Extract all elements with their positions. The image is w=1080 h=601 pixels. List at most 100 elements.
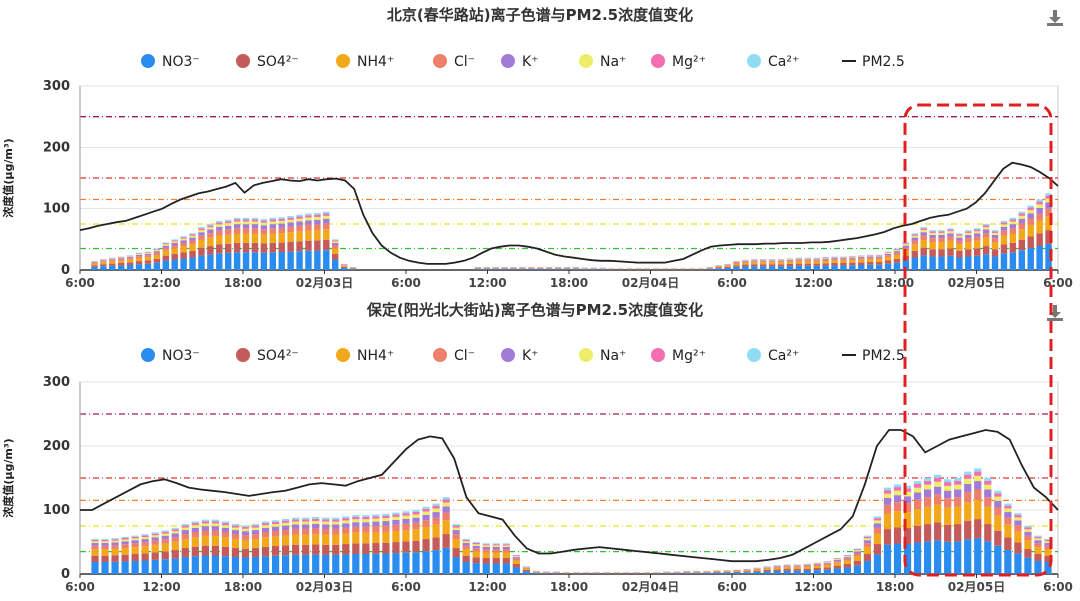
bar-stack[interactable] <box>822 257 829 270</box>
bar-stack[interactable] <box>189 233 196 270</box>
bar-stack[interactable] <box>613 572 621 574</box>
bar-stack[interactable] <box>773 565 781 574</box>
bar-stack[interactable] <box>617 268 624 270</box>
legend-item-nh4[interactable]: NH4⁺ <box>336 348 394 364</box>
bar-stack[interactable] <box>392 512 400 574</box>
bar-stack[interactable] <box>151 532 159 574</box>
bar-stack[interactable] <box>452 524 460 574</box>
bar-stack[interactable] <box>532 570 541 574</box>
bar-stack[interactable] <box>697 268 705 270</box>
bar-stack[interactable] <box>314 212 321 270</box>
legend-item-no3[interactable]: NO3⁻ <box>141 348 200 364</box>
legend-item-ca[interactable]: Ca²⁺ <box>747 348 799 364</box>
bar-stack[interactable] <box>1027 205 1034 270</box>
bar-stack[interactable] <box>233 217 241 270</box>
bar-stack[interactable] <box>944 479 952 574</box>
bar-stack[interactable] <box>670 268 678 270</box>
bar-stack[interactable] <box>768 258 776 270</box>
bar-stack[interactable] <box>934 474 942 574</box>
bar-stack[interactable] <box>422 506 430 574</box>
legend-item-cl[interactable]: Cl⁻ <box>433 54 475 70</box>
bar-stack[interactable] <box>626 268 633 270</box>
bar-stack[interactable] <box>198 227 205 270</box>
bar-stack[interactable] <box>883 487 892 574</box>
bar-stack[interactable] <box>964 471 972 574</box>
bar-stack[interactable] <box>853 548 862 574</box>
bar-stack[interactable] <box>340 263 348 270</box>
bar-stack[interactable] <box>372 514 380 574</box>
bar-stack[interactable] <box>982 224 990 270</box>
bar-stack[interactable] <box>713 570 721 574</box>
bar-stack[interactable] <box>965 230 972 270</box>
bar-stack[interactable] <box>863 535 872 574</box>
bar-stack[interactable] <box>633 572 641 574</box>
bar-stack[interactable] <box>278 217 285 270</box>
bar-stack[interactable] <box>723 570 731 574</box>
bar-stack[interactable] <box>635 268 642 270</box>
legend-item-mg[interactable]: Mg²⁺ <box>651 54 706 70</box>
bar-stack[interactable] <box>703 570 711 574</box>
bar-stack[interactable] <box>191 521 199 574</box>
bar-stack[interactable] <box>492 543 500 574</box>
bar-stack[interactable] <box>412 510 420 574</box>
bar-stack[interactable] <box>679 268 687 270</box>
bar-stack[interactable] <box>312 517 320 574</box>
bar-stack[interactable] <box>545 266 553 270</box>
bar-stack[interactable] <box>141 534 149 574</box>
bar-stack[interactable] <box>974 468 982 574</box>
bar-stack[interactable] <box>180 236 187 270</box>
download-icon[interactable] <box>1047 305 1063 321</box>
bar-stack[interactable] <box>352 515 360 574</box>
legend-item-pm[interactable]: PM2.5 <box>842 54 905 70</box>
bar-stack[interactable] <box>813 257 820 270</box>
bar-stack[interactable] <box>528 266 535 270</box>
bar-stack[interactable] <box>777 258 785 270</box>
bar-stack[interactable] <box>913 481 922 574</box>
bar-stack[interactable] <box>501 266 508 270</box>
bar-stack[interactable] <box>554 266 562 270</box>
bar-stack[interactable] <box>683 570 691 574</box>
bar-stack[interactable] <box>251 217 259 270</box>
bar-stack[interactable] <box>131 535 139 574</box>
bar-stack[interactable] <box>803 563 811 574</box>
bar-stack[interactable] <box>260 219 268 270</box>
bar-stack[interactable] <box>542 571 551 574</box>
bar-stack[interactable] <box>833 558 841 574</box>
bar-stack[interactable] <box>519 266 526 270</box>
bar-stack[interactable] <box>572 572 581 574</box>
bar-stack[interactable] <box>382 513 390 574</box>
bar-stack[interactable] <box>743 568 751 574</box>
bar-stack[interactable] <box>502 543 510 574</box>
bar-stack[interactable] <box>1045 193 1052 270</box>
bar-stack[interactable] <box>91 538 99 574</box>
bar-stack[interactable] <box>474 266 482 270</box>
bar-stack[interactable] <box>602 572 611 574</box>
bar-stack[interactable] <box>349 266 357 270</box>
bar-stack[interactable] <box>231 524 240 574</box>
legend-item-ca[interactable]: Ca²⁺ <box>747 54 799 70</box>
bar-stack[interactable] <box>661 268 669 270</box>
bar-stack[interactable] <box>323 211 330 270</box>
bar-stack[interactable] <box>973 228 981 270</box>
bar-stack[interactable] <box>1036 199 1043 270</box>
bar-stack[interactable] <box>161 530 169 574</box>
bar-stack[interactable] <box>261 521 270 574</box>
legend-item-mg[interactable]: Mg²⁺ <box>651 348 706 364</box>
bar-stack[interactable] <box>332 517 340 574</box>
legend-item-nh4[interactable]: NH4⁺ <box>336 54 394 70</box>
bar-stack[interactable] <box>269 217 277 270</box>
bar-stack[interactable] <box>742 259 749 270</box>
bar-stack[interactable] <box>224 219 232 270</box>
bar-stack[interactable] <box>938 230 945 270</box>
bar-stack[interactable] <box>342 516 350 574</box>
bar-stack[interactable] <box>715 265 722 270</box>
bar-stack[interactable] <box>242 217 250 270</box>
bar-stack[interactable] <box>793 564 801 574</box>
bar-stack[interactable] <box>751 258 758 270</box>
bar-stack[interactable] <box>126 255 134 270</box>
bar-stack[interactable] <box>663 571 671 574</box>
bar-stack[interactable] <box>831 256 838 270</box>
bar-stack[interactable] <box>733 569 741 574</box>
bar-stack[interactable] <box>100 258 107 270</box>
bar-stack[interactable] <box>994 490 1002 574</box>
